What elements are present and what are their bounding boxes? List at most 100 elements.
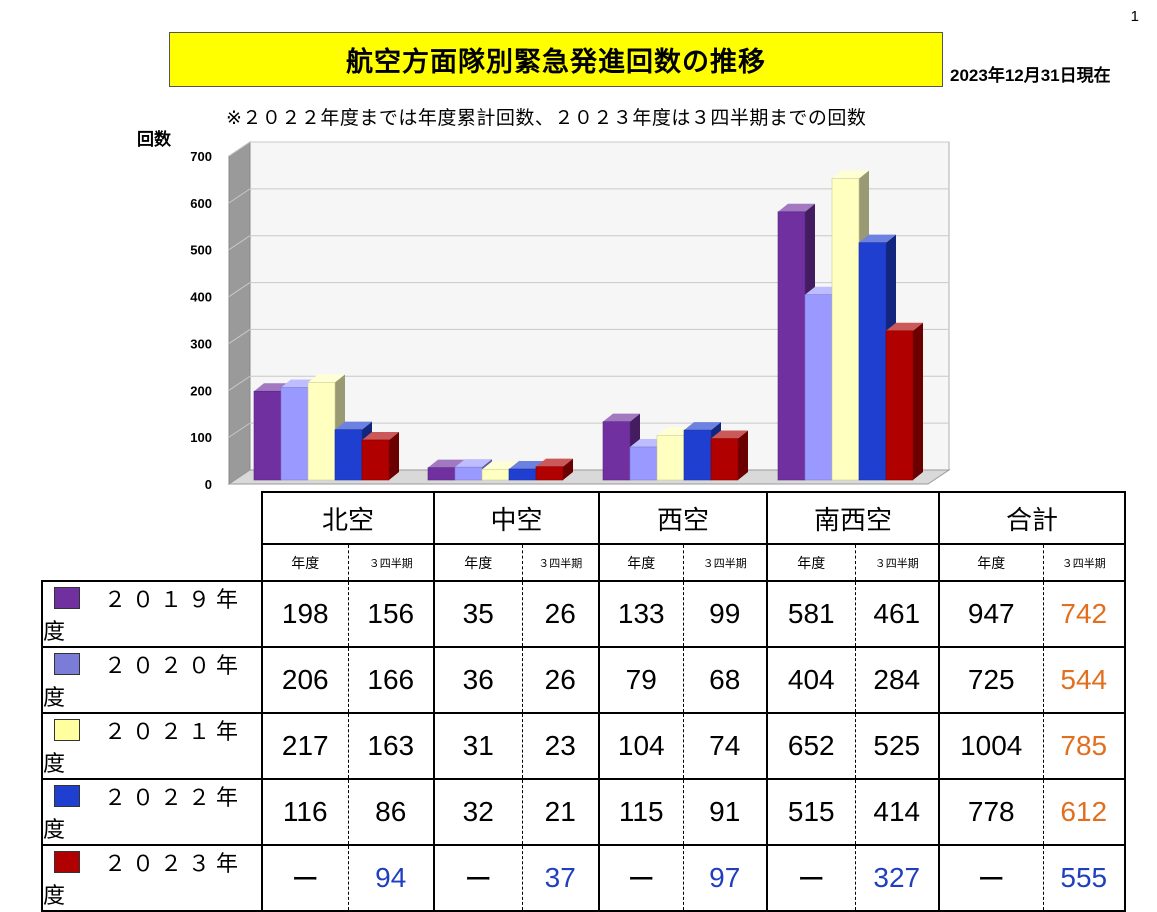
table-cell: ー [938, 845, 1043, 912]
y-tick-label: 100 [190, 430, 212, 445]
table-cell: ー [766, 845, 855, 912]
table-cell: 156 [347, 581, 434, 648]
gridline [228, 235, 251, 251]
y-tick-label: 200 [190, 383, 212, 398]
bar [831, 178, 860, 481]
table-cell: 652 [766, 713, 855, 780]
bar-top [684, 422, 721, 431]
row-label: ２０２１年度 [41, 712, 263, 780]
row-label-text: ２０１９年度 [43, 587, 245, 644]
bar-top [778, 203, 815, 212]
sub-header-year: 年度 [433, 544, 522, 582]
sub-header-quarter: ３四半期 [682, 544, 767, 582]
bar [253, 390, 282, 481]
table-cell: 404 [766, 647, 855, 714]
gridline [228, 188, 251, 204]
bar-top [603, 413, 640, 422]
legend-swatch [54, 851, 80, 873]
bar-top [859, 234, 896, 243]
table-cell: 115 [598, 779, 683, 846]
table-cell: 36 [433, 647, 522, 714]
table-cell: 91 [682, 779, 767, 846]
region-header: 南西空 [766, 491, 940, 545]
bar [535, 466, 564, 481]
table-cell: 163 [347, 713, 434, 780]
table-cell: 217 [261, 713, 348, 780]
sub-header-quarter: ３四半期 [1042, 544, 1126, 582]
bar [885, 330, 914, 481]
bar [508, 468, 537, 481]
y-tick-label: 300 [190, 336, 212, 351]
bar [777, 211, 806, 481]
bar [656, 434, 685, 481]
y-axis-label: 回数 [137, 130, 171, 149]
table-cell: 26 [521, 647, 599, 714]
region-header: 西空 [598, 491, 768, 545]
bar [481, 469, 510, 481]
table-row: ２０２２年度 116 86 32 21 115 91 515 414 778 612 [41, 778, 1126, 846]
bar-side [563, 458, 573, 480]
chart-side-wall [228, 141, 251, 485]
table-cell: 581 [766, 581, 855, 648]
chart-note: ※２０２２年度までは年度累計回数、２０２３年度は３四半期までの回数 [226, 108, 867, 129]
row-label: ２０２２年度 [41, 778, 263, 846]
sub-header-year: 年度 [261, 544, 348, 582]
region-header: 北空 [261, 491, 435, 545]
page-number: 1 [1130, 8, 1139, 25]
sub-header-quarter: ３四半期 [854, 544, 939, 582]
table-cell: 785 [1042, 713, 1126, 780]
table-cell: 97 [682, 845, 767, 912]
chart-floor [227, 469, 951, 485]
bar [280, 387, 309, 481]
table-cell: 284 [854, 647, 939, 714]
bar [683, 429, 712, 481]
gridline [228, 375, 251, 391]
gridline [228, 422, 251, 438]
table-cell: 461 [854, 581, 939, 648]
page-title: 航空方面隊別緊急発進回数の推移 [169, 32, 943, 87]
table-cell: 414 [854, 779, 939, 846]
table-cell: ー [598, 845, 683, 912]
table-cell: 68 [682, 647, 767, 714]
table-cell: 116 [261, 779, 348, 846]
bar [334, 429, 363, 481]
table-cell: 35 [433, 581, 522, 648]
bar [427, 467, 456, 481]
y-tick-label: 0 [205, 477, 212, 492]
row-label: ２０２０年度 [41, 646, 263, 714]
sub-header-year: 年度 [598, 544, 683, 582]
row-label-text: ２０２０年度 [43, 653, 245, 710]
bar-chart: 0 100 200 300 400 500 600 700 [190, 141, 951, 492]
sub-header-quarter: ３四半期 [521, 544, 599, 582]
table-cell: 725 [938, 647, 1043, 714]
bar-top [362, 431, 399, 440]
table-cell: 544 [1042, 647, 1126, 714]
legend-swatch [54, 587, 80, 609]
table-cell: 99 [682, 581, 767, 648]
table-cell: 23 [521, 713, 599, 780]
sub-header-quarter: ３四半期 [347, 544, 434, 582]
table-cell: 31 [433, 713, 522, 780]
table-cell: 947 [938, 581, 1043, 648]
bar-side [913, 322, 923, 480]
as-of-date: 2023年12月31日現在 [950, 66, 1111, 85]
bar [804, 294, 833, 481]
table-row: ２０２１年度 217 163 31 23 104 74 652 525 1004 785 [41, 712, 1126, 780]
sub-header-year: 年度 [938, 544, 1043, 582]
table-cell: 37 [521, 845, 599, 912]
bar [710, 438, 739, 481]
bar-top [711, 430, 748, 439]
table-cell: 206 [261, 647, 348, 714]
bar [602, 421, 631, 481]
bar [307, 382, 336, 481]
table-cell: 525 [854, 713, 939, 780]
table-cell: 742 [1042, 581, 1126, 648]
table-cell: ー [433, 845, 522, 912]
table-cell: 104 [598, 713, 683, 780]
row-label: ２０１９年度 [41, 580, 263, 648]
region-header: 中空 [433, 491, 600, 545]
bar [454, 466, 483, 481]
sub-header-row: 年度 ３四半期 年度 ３四半期 年度 ３四半期 年度 ３四半期 年度 ３四半期 [42, 544, 1126, 582]
gridline [228, 329, 251, 344]
table-cell: 612 [1042, 779, 1126, 846]
